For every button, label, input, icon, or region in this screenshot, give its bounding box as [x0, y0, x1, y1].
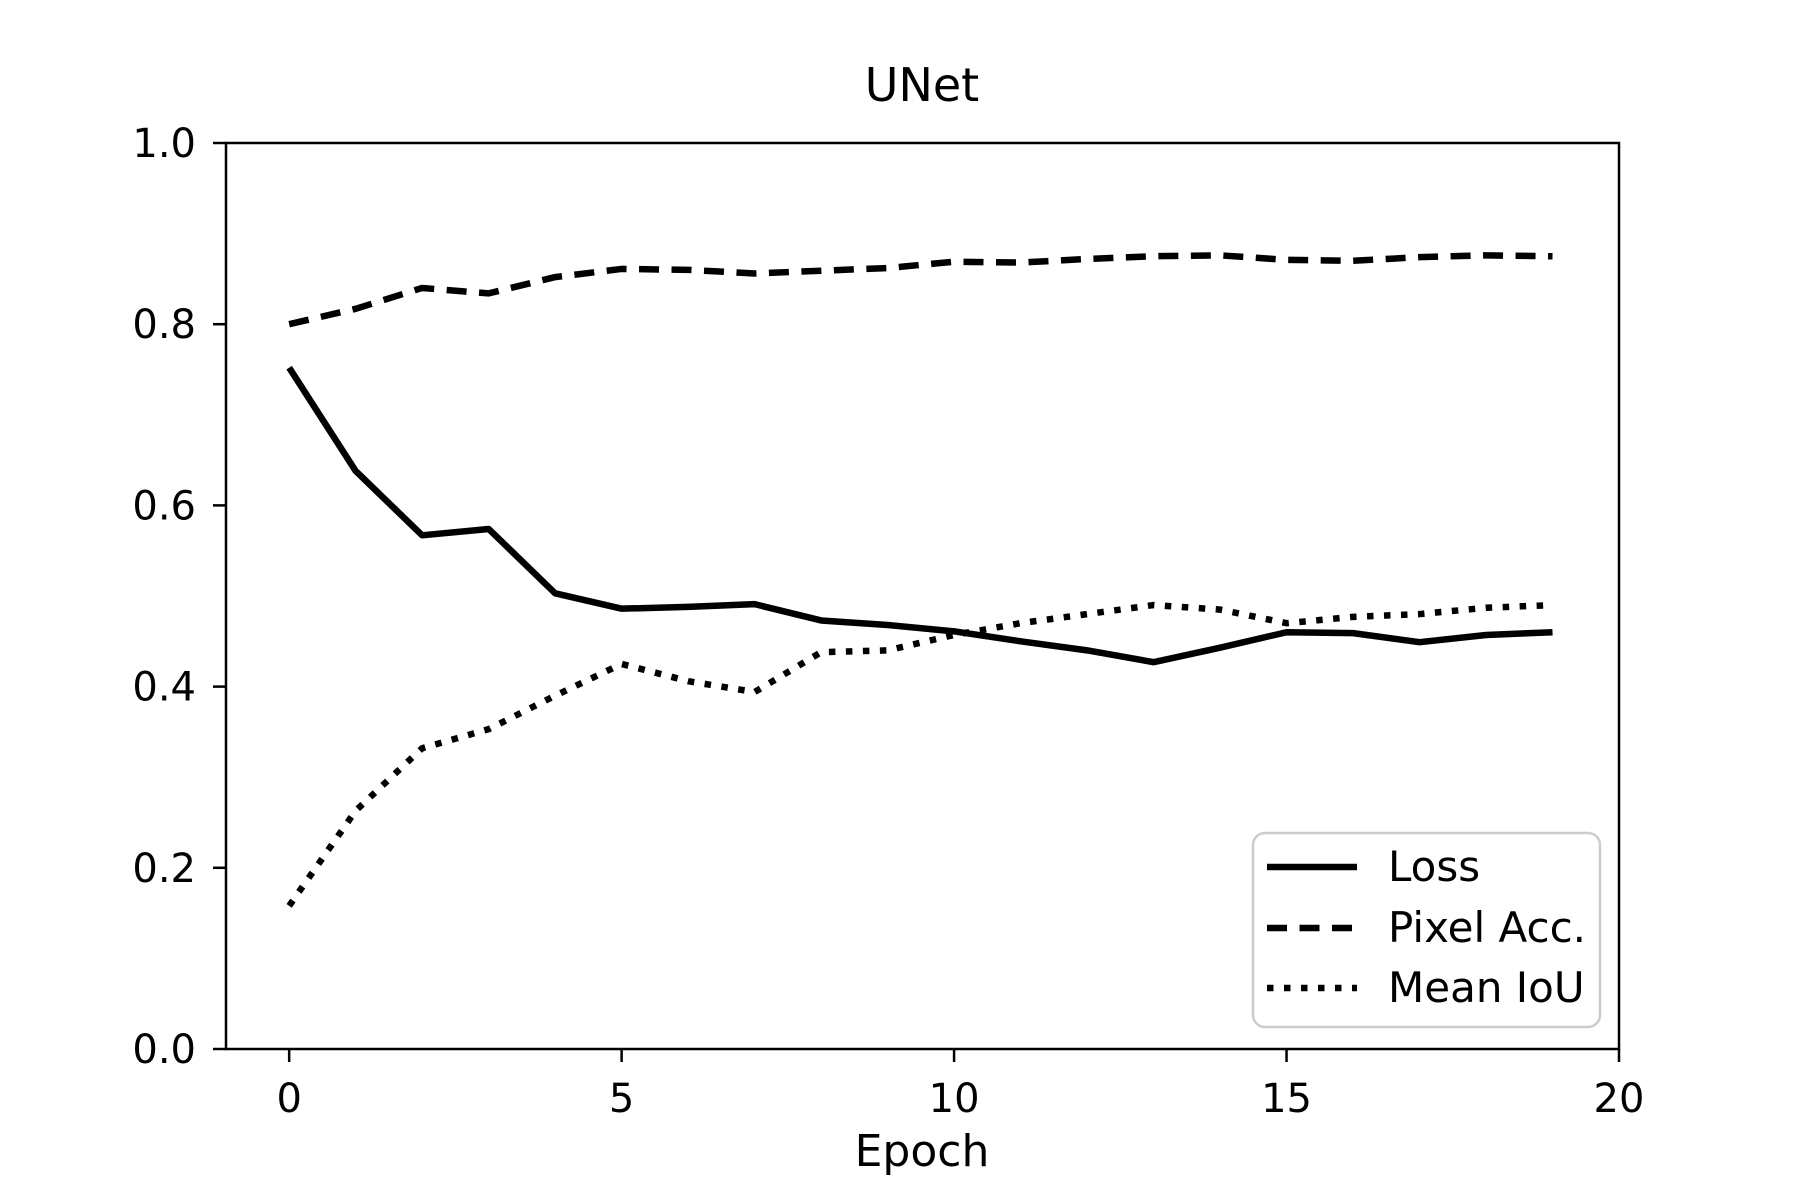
- y-tick-label: 0.6: [132, 483, 196, 529]
- legend-item-mean-iou: Mean IoU: [1267, 963, 1585, 1012]
- series-group: [286, 252, 1553, 908]
- x-tick-label: 10: [929, 1076, 980, 1122]
- x-axis-label: Epoch: [855, 1126, 990, 1177]
- series-line-loss: [286, 365, 1553, 666]
- legend: Loss Pixel Acc. Mean IoU: [1251, 831, 1602, 1029]
- legend-item-loss: Loss: [1267, 842, 1480, 891]
- x-axis-ticks: 0 5 10 15 20: [276, 1049, 1644, 1122]
- x-tick-label: 20: [1594, 1076, 1645, 1122]
- x-tick-label: 15: [1261, 1076, 1312, 1122]
- y-axis-ticks: 0.0 0.2 0.4 0.6 0.8 1.0: [132, 121, 226, 1073]
- y-tick-label: 0.8: [132, 302, 196, 348]
- plot-area: [224, 141, 1621, 1051]
- chart-title: UNet: [865, 58, 979, 112]
- y-tick-label: 0.0: [132, 1027, 196, 1073]
- y-tick-label: 1.0: [132, 121, 196, 167]
- legend-label-mean-iou: Mean IoU: [1388, 963, 1585, 1012]
- legend-box: [1251, 831, 1602, 1029]
- legend-item-pixel-acc: Pixel Acc.: [1267, 903, 1586, 952]
- x-tick-label: 5: [609, 1076, 634, 1122]
- series-line-pixel-acc: [288, 252, 1553, 328]
- legend-label-pixel-acc: Pixel Acc.: [1388, 903, 1586, 952]
- y-tick-label: 0.4: [132, 665, 196, 711]
- legend-label-loss: Loss: [1388, 842, 1480, 891]
- y-tick-label: 0.2: [132, 846, 196, 892]
- x-tick-label: 0: [276, 1076, 301, 1122]
